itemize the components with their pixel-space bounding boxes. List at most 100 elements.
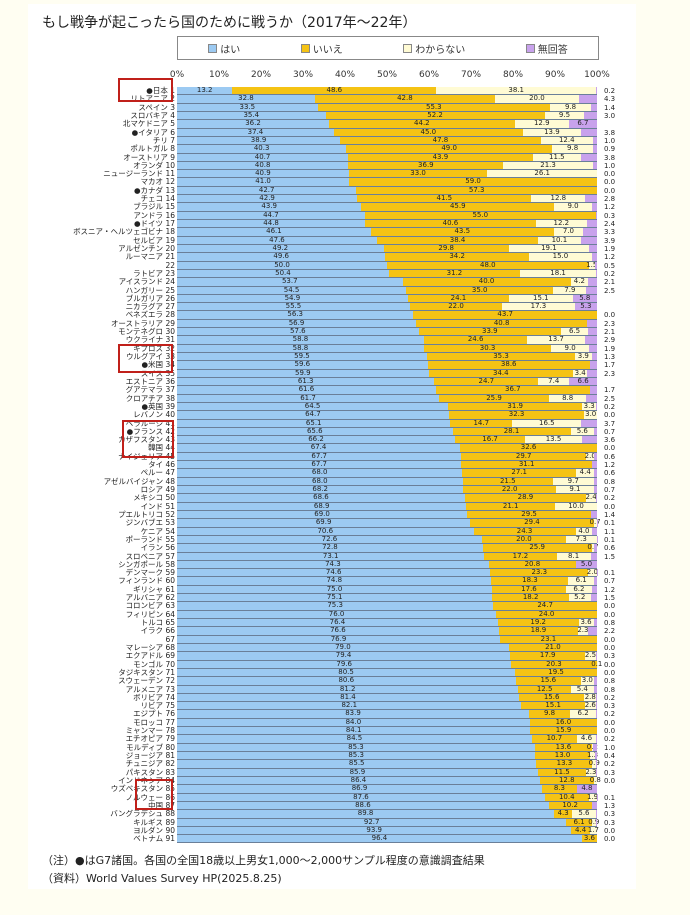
country-label: ミャンマー 78 xyxy=(125,726,175,736)
bar-row: 68.0 21.5 9.7 xyxy=(177,477,597,486)
country-label: スペイン 3 xyxy=(138,102,175,112)
country-label: ●フランス 42 xyxy=(126,426,175,436)
bar-row: 70.6 24.3 4.0 xyxy=(177,527,597,536)
bar-segment-dk: 18.1 xyxy=(520,269,597,278)
legend-item-yes: はい xyxy=(208,41,240,56)
bar-segment-dk: 6.5 xyxy=(560,328,589,336)
bar-segment-yes: 76.9 xyxy=(177,635,500,643)
country-label: ノルウェー 86 xyxy=(125,792,175,802)
no-answer-value: 0.2 xyxy=(604,760,616,769)
no-answer-value: 0.2 xyxy=(604,402,616,411)
country-label: スロバキア 4 xyxy=(130,110,175,120)
bar-segment-dk: 13.7 xyxy=(527,336,585,344)
no-answer-value: 0.2 xyxy=(604,494,616,503)
country-label: キルギス 89 xyxy=(133,817,175,827)
no-answer-value: 0.3 xyxy=(604,652,616,661)
country-label: ボスニア・ヘルツェゴビナ 18 xyxy=(73,227,175,237)
bar-segment-yes: 55.5 xyxy=(177,303,410,311)
no-answer-value: 1.1 xyxy=(604,527,616,536)
country-label: マカオ 12 xyxy=(140,177,175,187)
bar-segment-na xyxy=(596,87,597,95)
bar-segment-dk: 6.2 xyxy=(570,710,597,718)
bar-segment-na xyxy=(585,195,597,203)
legend-label: わからない xyxy=(415,44,466,56)
no-answer-value xyxy=(604,295,634,303)
bar-row: 85.9 11.5 2.3 xyxy=(177,768,597,777)
bar-segment-na xyxy=(587,627,597,635)
legend-swatch-noanswer-icon xyxy=(525,43,535,53)
bar-segment-no: 18.9 xyxy=(498,627,579,635)
bar-segment-no: 36.9 xyxy=(348,161,504,170)
bar-segment-no: 24.7 xyxy=(434,377,539,386)
bar-segment-yes: 83.9 xyxy=(177,710,530,718)
bar-segment-na xyxy=(589,344,597,352)
country-label: ポルトガル 8 xyxy=(130,144,175,154)
bar-segment-dk: 8.1 xyxy=(556,552,591,560)
country-label: モロッコ 77 xyxy=(133,717,175,727)
no-answer-value: 0.1 xyxy=(604,569,616,578)
bar-row: 80.6 15.6 3.0 xyxy=(177,677,597,686)
country-label: アゼルバイジャン 48 xyxy=(103,476,175,486)
legend-label: はい xyxy=(220,44,241,56)
bar-segment-dk: 4.4 xyxy=(576,469,595,477)
bar-segment-no: 18.2 xyxy=(492,594,569,602)
bar-segment-na: 5.3 xyxy=(574,303,597,311)
country-label: シンガポール 58 xyxy=(118,559,175,569)
no-answer-value: 0.7 xyxy=(604,577,616,586)
legend-swatch-yes-icon xyxy=(208,43,218,53)
bar-row: 83.9 9.8 6.2 xyxy=(177,710,597,719)
bar-row: 86.4 12.8 0.8 xyxy=(177,776,601,786)
bar-segment-na xyxy=(592,161,597,170)
bar-segment-dk: 4.2 xyxy=(570,278,589,286)
highlight-box-china xyxy=(135,779,173,810)
country-label: ロシア 49 xyxy=(140,485,175,494)
bar-segment-na xyxy=(591,353,597,361)
bar-segment-yes: 70.6 xyxy=(177,527,474,535)
bar-segment-no: 35.0 xyxy=(406,286,554,294)
bar-segment-na xyxy=(595,768,597,776)
bar-segment-yes: 74.8 xyxy=(177,577,492,585)
bar-segment-na xyxy=(593,677,597,685)
bar-segment-no: 10.4 xyxy=(544,793,589,801)
country-label: ケニア 54 xyxy=(140,526,175,536)
footnote: （注）●はG7諸国。各国の全国18歳以上男女1,000〜2,000サンプル程度の… xyxy=(42,852,485,888)
bar-row: 43.9 45.9 9.0 xyxy=(177,203,597,212)
bar-row: 75.1 18.2 5.2 xyxy=(177,594,597,603)
bar-segment-na xyxy=(592,527,597,535)
no-answer-value: 1.3 xyxy=(604,801,616,810)
bar-segment-yes: 61.7 xyxy=(177,394,440,402)
bar-segment-yes: 68.2 xyxy=(177,486,464,494)
bar-segment-na xyxy=(595,810,597,818)
no-answer-value: 1.0 xyxy=(604,743,616,752)
bar-segment-no: 24.7 xyxy=(493,602,597,610)
no-answer-value: 0.9 xyxy=(604,145,616,154)
x-axis-tick: 60% xyxy=(418,70,440,80)
no-answer-value: 0.0 xyxy=(604,444,616,453)
bar-segment-yes: 32.8 xyxy=(177,95,315,103)
bar-row: 68.2 22.0 9.1 xyxy=(177,486,597,495)
bar-segment-yes: 73.1 xyxy=(177,552,485,560)
bar-segment-dk: 5.6 xyxy=(570,427,595,436)
country-label: ジョージア 81 xyxy=(125,751,175,760)
bar-segment-yes: 57.6 xyxy=(177,328,419,336)
bar-segment-yes: 56.3 xyxy=(177,311,414,319)
no-answer-value: 0.0 xyxy=(604,727,616,736)
bar-row: 74.3 20.8 5.0 xyxy=(177,560,597,570)
bar-segment-dk: 9.0 xyxy=(551,344,589,352)
bar-segment-yes: 44.8 xyxy=(177,220,366,228)
bar-row: 76.0 24.0 xyxy=(177,610,597,619)
bar-segment-no: 27.1 xyxy=(462,469,577,477)
country-label: タイ 46 xyxy=(148,460,175,470)
bar-row: 57.6 33.9 6.5 xyxy=(177,328,597,337)
bar-segment-dk: 15.1 xyxy=(509,294,573,303)
bar-row: 64.5 31.9 3.3 xyxy=(177,402,597,412)
highlight-box-france-korea xyxy=(122,420,174,458)
bar-segment-yes: 67.7 xyxy=(177,452,462,461)
bar-segment-na xyxy=(590,552,597,560)
no-answer-value xyxy=(604,120,634,128)
country-label: ラトビア 23 xyxy=(133,268,175,278)
country-label: エジプト 76 xyxy=(133,709,175,719)
bar-row: 66.2 16.7 13.5 xyxy=(177,436,597,445)
bar-row: 92.7 6.1 0.9 xyxy=(177,818,599,827)
bar-segment-na xyxy=(589,244,597,253)
